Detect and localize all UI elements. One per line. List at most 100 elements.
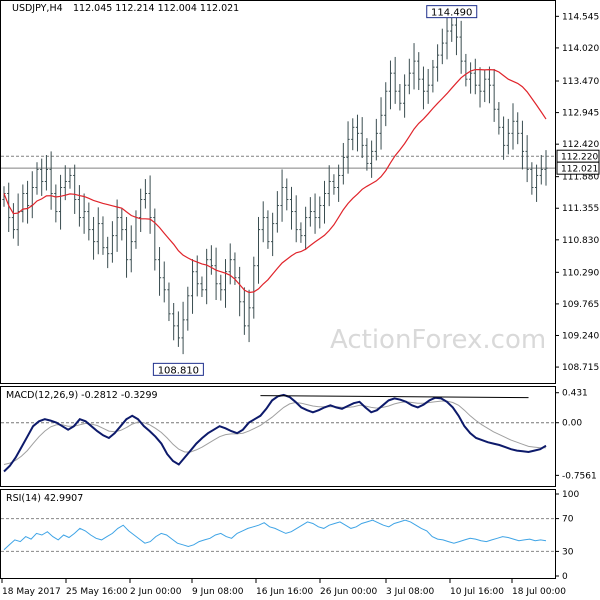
price-bar [525, 135, 529, 183]
price-bar [322, 180, 327, 224]
price-bar [49, 151, 53, 210]
price-bar [25, 180, 30, 224]
price-bar [219, 274, 223, 301]
price-bar [440, 28, 444, 65]
price-bar [473, 58, 477, 95]
price-bar [426, 68, 430, 104]
price-bar [181, 301, 185, 355]
price-bar [205, 248, 209, 305]
price-bar [332, 174, 336, 195]
price-bar [534, 164, 539, 202]
rsi-tick-label: 100 [562, 490, 579, 500]
price-bar [68, 168, 72, 189]
price-bar [186, 286, 190, 331]
price-bar [162, 261, 166, 303]
extreme-label-box [152, 362, 204, 376]
symbol-label: USDJPY,H4 [12, 3, 63, 14]
macd-trendline [260, 395, 529, 399]
price-bar [242, 287, 246, 335]
price-tick-label: 109.240 [562, 331, 599, 341]
extreme-label: 108.810 [158, 365, 199, 376]
rsi-layer [1, 518, 555, 552]
price-bar [238, 266, 242, 317]
price-bar [384, 82, 388, 127]
price-bar [176, 311, 180, 347]
price-bar [445, 13, 449, 60]
price-bar [346, 121, 350, 174]
price-bar [511, 103, 515, 150]
price-tick-label: 112.945 [562, 109, 599, 119]
price-bar [487, 66, 492, 104]
price-bar [365, 138, 369, 171]
price-bar [285, 178, 289, 211]
price-bar [153, 208, 157, 271]
price-bar [492, 68, 496, 122]
price-bar [63, 165, 67, 201]
price-bar [44, 155, 49, 191]
price-bar [516, 112, 520, 145]
price-bar [77, 185, 82, 227]
macd-tick-label: 0.431 [562, 389, 588, 399]
price-bar [318, 196, 322, 229]
price-bar [294, 195, 298, 243]
price-bar [436, 44, 440, 82]
rsi-panel-frame [0, 489, 556, 579]
price-bar [252, 256, 256, 319]
price-bar [200, 276, 204, 297]
time-tick-label: 18 Jul 00:00 [512, 587, 566, 597]
price-bar [167, 282, 171, 322]
price-bar [40, 158, 44, 196]
price-bar [21, 184, 25, 223]
price-bar [398, 84, 402, 111]
rsi-tick-label: 0 [562, 572, 568, 582]
price-bar [223, 259, 228, 308]
price-bar [209, 245, 213, 275]
price-marker-label: 112.220 [561, 153, 598, 163]
price-bar [275, 191, 279, 233]
price-layer: 114.490 108.810 [1, 5, 555, 376]
rsi-line [3, 519, 547, 551]
macd-tick-label: -0.7561 [562, 471, 597, 481]
macd-signal-line [3, 400, 546, 465]
macd-layer [1, 393, 555, 473]
price-bar [454, 12, 459, 56]
macd-tick-label: 0.00 [562, 419, 582, 429]
extreme-label-box [426, 5, 478, 19]
price-bar [7, 182, 11, 233]
price-bar [341, 142, 345, 185]
price-bar [261, 201, 265, 243]
price-bar [421, 66, 426, 110]
price-bar [247, 289, 251, 343]
price-bar [393, 56, 397, 104]
macd-panel-frame [0, 386, 556, 487]
price-bar [115, 199, 119, 252]
time-tick-label: 9 Jun 08:00 [192, 587, 244, 597]
time-tick-label: 2 Jun 00:00 [130, 587, 182, 597]
price-bar [388, 60, 393, 110]
price-bar [106, 236, 110, 269]
price-bar [483, 70, 487, 103]
price-panel-frame [0, 0, 556, 384]
price-bar [214, 247, 218, 300]
price-bar [313, 193, 317, 234]
price-bar [379, 97, 383, 150]
price-bar [91, 216, 96, 260]
price-bar [459, 20, 463, 74]
price-bar [355, 114, 360, 152]
price-tick-label: 108.715 [562, 363, 599, 373]
price-bar [271, 212, 275, 257]
price-tick-label: 111.880 [562, 173, 599, 183]
time-tick-label: 3 Jul 08:00 [386, 587, 435, 597]
price-bar [228, 243, 232, 285]
price-bar [11, 203, 16, 239]
price-bar [431, 59, 435, 93]
price-bar [407, 58, 411, 95]
macd-title: MACD(12,26,9) -0.2812 -0.3299 [6, 390, 158, 401]
ohlc-label: 112.045 112.214 112.004 112.021 [73, 3, 239, 14]
price-bar [374, 118, 378, 161]
time-tick-label: 16 Jun 16:00 [256, 587, 313, 597]
price-bar [304, 206, 308, 251]
price-bar [450, 16, 454, 42]
price-tick-label: 113.470 [562, 77, 599, 87]
